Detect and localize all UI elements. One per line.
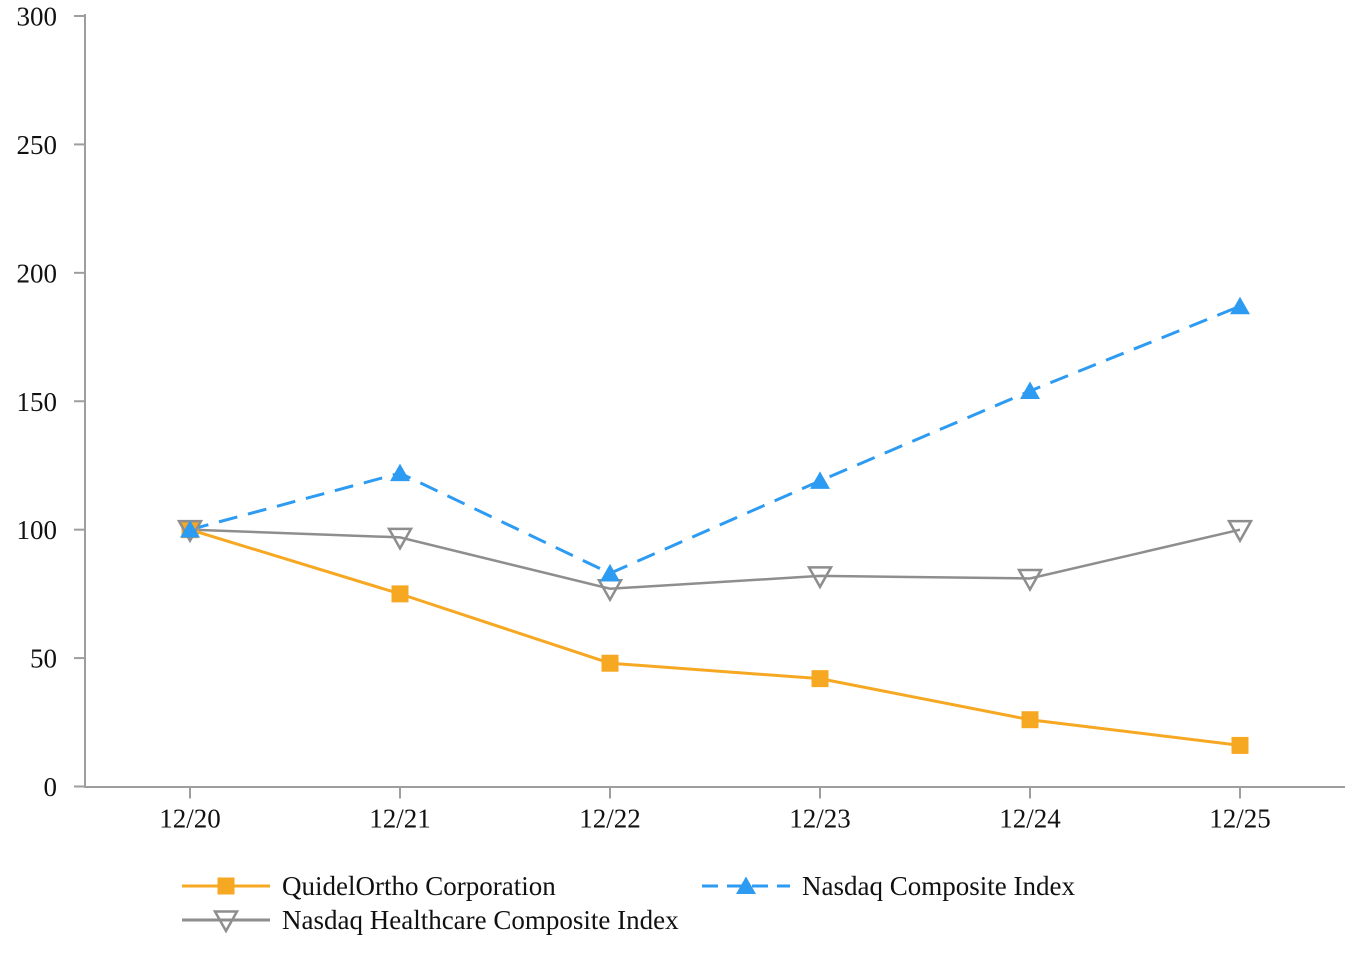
data-point-marker-triangle-up (390, 463, 410, 482)
legend-item-nasdaq-healthcare: Nasdaq Healthcare Composite Index (182, 905, 702, 936)
y-axis-tick-label: 100 (17, 515, 58, 545)
chart-legend: QuidelOrtho Corporation Nasdaq Composite… (182, 869, 1075, 937)
x-axis-tick-label: 12/25 (1209, 804, 1271, 834)
y-axis-tick-label: 250 (17, 130, 58, 160)
x-axis-tick-label: 12/21 (369, 804, 431, 834)
x-axis-tick-label: 12/23 (789, 804, 851, 834)
legend-label-quidelortho-corporation: QuidelOrtho Corporation (282, 870, 556, 901)
legend-marker-nasdaq-healthcare-icon (182, 910, 270, 934)
data-point-marker-triangle-down (212, 910, 240, 934)
data-point-marker-triangle-up (1230, 296, 1250, 315)
legend-marker-nasdaq-composite-icon (702, 876, 790, 894)
legend-item-nasdaq-composite: Nasdaq Composite Index (702, 871, 1075, 902)
y-axis-tick-label: 150 (17, 387, 58, 417)
x-axis-tick-label: 12/22 (579, 804, 641, 834)
data-point-marker-square (1021, 711, 1039, 729)
data-point-marker-triangle-down (1226, 519, 1254, 544)
data-point-marker-triangle-up (600, 563, 620, 582)
data-point-marker-triangle-down (806, 566, 834, 590)
series-line-1 (189, 304, 1241, 575)
y-axis-tick-label: 0 (44, 772, 58, 802)
data-point-marker-square (601, 654, 619, 672)
legend-label-nasdaq-healthcare: Nasdaq Healthcare Composite Index (282, 904, 679, 935)
data-point-marker-triangle-down (386, 527, 414, 551)
x-axis-tick-label: 12/24 (999, 804, 1061, 834)
series-line-2 (189, 528, 1241, 590)
y-axis-tick-label: 50 (30, 644, 57, 674)
data-point-marker-triangle-up (736, 876, 756, 894)
legend-marker-quidelortho-icon (182, 877, 270, 895)
data-point-marker-triangle-up (810, 471, 830, 489)
data-point-marker-triangle-up (180, 520, 200, 538)
legend-item-quidelortho-corporation: QuidelOrtho Corporation (182, 871, 702, 902)
data-point-marker-square (217, 877, 235, 895)
y-axis-tick-label: 200 (17, 258, 58, 288)
data-point-marker-triangle-up (1020, 381, 1040, 399)
data-point-marker-square (1231, 736, 1249, 754)
y-axis-tick-label: 300 (17, 2, 58, 32)
data-point-marker-square (811, 670, 829, 688)
data-point-marker-triangle-down (1016, 568, 1044, 593)
series-line-0 (189, 528, 1241, 747)
legend-label-nasdaq-composite: Nasdaq Composite Index (802, 870, 1075, 901)
data-point-marker-square (391, 585, 409, 603)
x-axis-tick-label: 12/20 (159, 804, 221, 834)
